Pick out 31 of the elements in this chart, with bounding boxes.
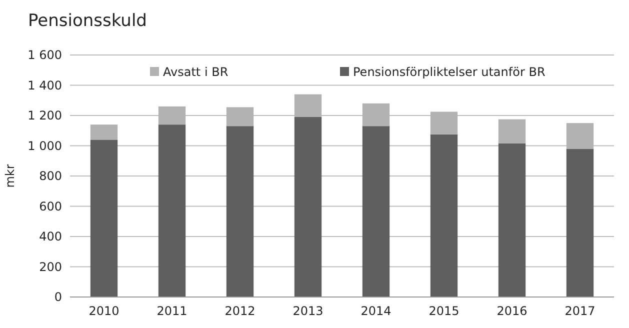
y-tick-label: 600 [39,199,62,214]
y-tick-label: 0 [54,290,62,304]
bar [294,117,322,297]
x-tick-label: 2015 [428,304,460,318]
bar [566,148,594,297]
legend-label: Pensionsförpliktelser utanför BR [353,65,546,79]
x-tick-label: 2012 [224,304,256,318]
bar [362,126,390,297]
y-tick-label: 1 000 [28,138,62,153]
y-tick-label: 1 200 [28,108,62,123]
x-tick-label: 2017 [564,304,596,318]
legend-label: Avsatt i BR [163,65,228,79]
chart-title: Pensionsskuld [28,11,147,31]
bar [498,119,526,144]
x-tick-label: 2011 [156,304,188,318]
y-tick-label: 1 400 [28,78,62,92]
y-tick-label: 1 600 [28,48,62,62]
bar [498,143,526,297]
bar [90,140,118,297]
y-axis-title: mkr [3,164,17,188]
x-tick-label: 2010 [88,304,120,318]
bar [226,126,254,297]
bar [430,134,458,297]
y-tick-label: 200 [39,260,62,274]
bar [90,124,118,140]
x-tick-label: 2013 [292,304,324,318]
x-tick-label: 2014 [360,304,392,318]
y-tick-label: 800 [39,169,62,184]
x-tick-label: 2016 [496,304,528,318]
bar [158,124,186,297]
y-tick-label: 400 [39,230,62,244]
